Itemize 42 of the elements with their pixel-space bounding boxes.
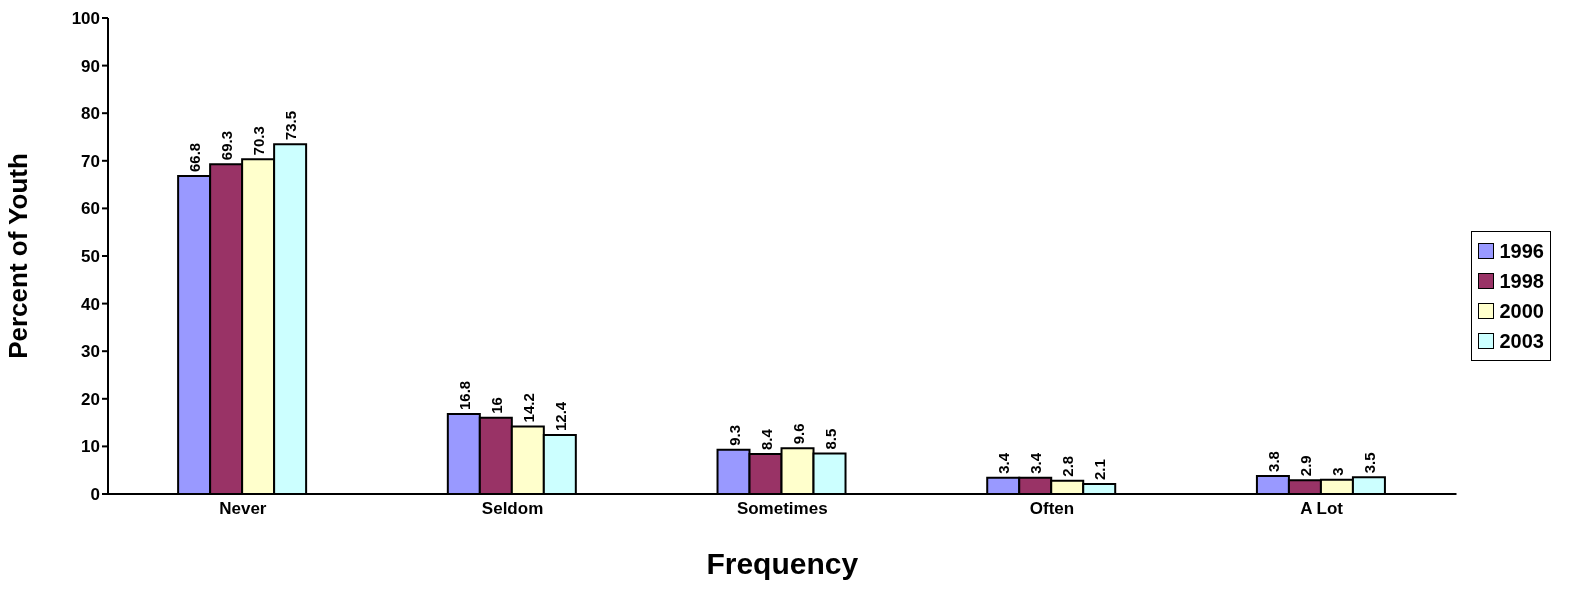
data-label: 2.1 [1091, 459, 1109, 480]
data-label: 12.4 [551, 401, 569, 431]
data-label: 16 [487, 397, 505, 414]
y-tick-label: 70 [81, 151, 100, 171]
y-tick-label: 20 [81, 389, 100, 409]
data-label: 2.8 [1059, 455, 1077, 477]
data-label: 3.5 [1360, 452, 1378, 474]
data-label: 8.5 [821, 428, 839, 450]
legend-label: 1996 [1499, 239, 1544, 263]
legend-label: 1998 [1499, 269, 1544, 293]
y-tick-label: 10 [81, 437, 100, 457]
y-tick-label: 0 [90, 485, 100, 505]
data-label: 14.2 [519, 393, 537, 423]
data-label: 3.4 [995, 452, 1013, 474]
data-label: 8.4 [757, 428, 775, 451]
x-tick-label: Seldom [481, 499, 544, 519]
y-axis-title: Percent of Youth [3, 153, 34, 359]
x-tick-label: Sometimes [736, 499, 828, 519]
y-tick-label: 60 [81, 199, 100, 219]
data-label: 3.4 [1027, 452, 1045, 474]
x-axis-title: Frequency [706, 547, 859, 580]
y-tick-label: 100 [71, 9, 100, 29]
data-label: 70.3 [250, 126, 268, 156]
data-label: 9.6 [789, 423, 807, 445]
y-tick-label: 40 [81, 294, 100, 314]
y-tick-label: 90 [81, 56, 100, 76]
data-label: 73.5 [282, 110, 300, 141]
y-tick-label: 30 [81, 342, 100, 362]
x-tick-label: A Lot [1300, 499, 1344, 519]
legend-label: 2003 [1499, 329, 1544, 353]
data-label: 66.8 [186, 142, 204, 173]
data-label: 9.3 [725, 424, 743, 446]
data-label: 16.8 [455, 380, 473, 411]
data-label: 3 [1328, 467, 1346, 476]
data-label: 2.9 [1296, 455, 1314, 477]
x-tick-label: Often [1029, 499, 1075, 519]
legend-label: 2000 [1499, 299, 1544, 323]
y-tick-label: 50 [81, 247, 100, 267]
y-tick-label: 80 [81, 104, 100, 124]
data-label: 3.8 [1264, 451, 1282, 472]
x-tick-label: Never [219, 499, 267, 519]
data-label: 69.3 [218, 130, 236, 161]
